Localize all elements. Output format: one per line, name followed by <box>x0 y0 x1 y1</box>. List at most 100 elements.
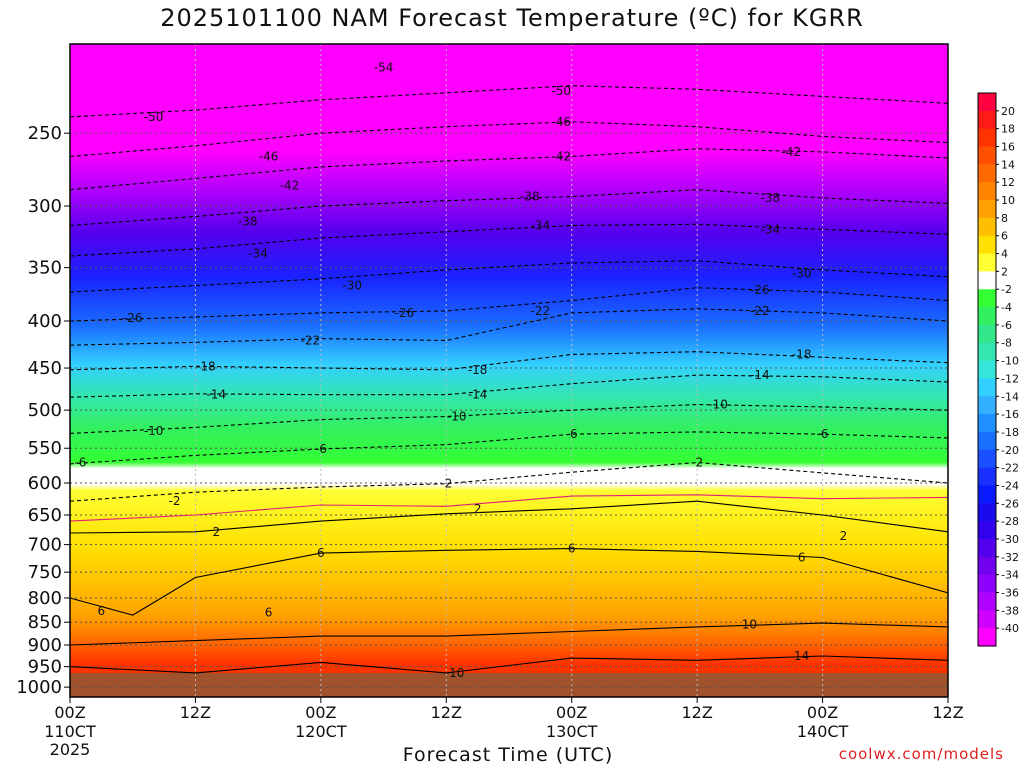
colorbar-swatch <box>978 182 996 201</box>
colorbar-label: 10 <box>1001 194 1015 207</box>
colorbar-swatch <box>978 449 996 469</box>
isotherm-line <box>69 655 949 674</box>
contour-label: -22 <box>750 304 770 318</box>
contour-label: 6 <box>798 551 806 565</box>
contour-label: -26 <box>750 283 770 297</box>
y-tick-label: 250 <box>28 123 62 144</box>
y-tick-label: 900 <box>28 635 62 656</box>
contour-label: 6 <box>317 546 325 560</box>
y-tick-label: 600 <box>28 473 62 494</box>
colorbar-swatch <box>978 110 996 130</box>
colorbar-label: 6 <box>1001 230 1008 243</box>
y-tick-label: 700 <box>28 535 62 556</box>
contour-label: -18 <box>792 348 812 362</box>
contour-label: -6 <box>566 427 578 441</box>
contour-label: -38 <box>520 190 540 204</box>
colorbar-label: 18 <box>1001 123 1015 136</box>
colorbar-swatch <box>978 235 996 255</box>
contour-label: -50 <box>551 84 571 98</box>
contour-label: -30 <box>342 278 362 292</box>
colorbar-label: -22 <box>1001 462 1019 475</box>
colorbar-label: 4 <box>1001 248 1008 261</box>
colorbar-label: 14 <box>1001 158 1015 171</box>
contour-label: 2 <box>213 525 221 539</box>
contour-label: -30 <box>792 266 812 280</box>
colorbar-swatch <box>978 128 996 148</box>
colorbar-label: -18 <box>1001 426 1019 439</box>
x-tick-label: 12Z <box>180 703 211 722</box>
contour-label: -42 <box>280 179 300 193</box>
colorbar-swatch <box>978 574 996 594</box>
colorbar-swatch <box>978 342 996 362</box>
colorbar-label: -2 <box>1001 283 1012 296</box>
contour-label: -42 <box>551 149 571 163</box>
contour-label: -10 <box>447 409 467 423</box>
y-tick-label: 550 <box>28 438 62 459</box>
y-tick-label: 400 <box>28 311 62 332</box>
x-tick-label: 12Z <box>431 703 462 722</box>
x-tick-date: 120CT <box>295 722 347 741</box>
colorbar-label: -40 <box>1001 622 1019 635</box>
colorbar-label: -14 <box>1001 390 1019 403</box>
contour-label: -14 <box>207 388 227 402</box>
contour-label: -10 <box>708 398 728 412</box>
colorbar-label: 2 <box>1001 265 1008 278</box>
contour-label: -6 <box>817 427 829 441</box>
colorbar-label: -8 <box>1001 337 1012 350</box>
colorbar-swatch <box>978 360 996 380</box>
contour-label: -22 <box>301 333 321 347</box>
colorbar-label: -36 <box>1001 586 1019 599</box>
y-tick-label: 650 <box>28 505 62 526</box>
colorbar-swatch <box>978 628 996 647</box>
contour-label: -2 <box>440 477 452 491</box>
contour-label: 10 <box>742 618 757 632</box>
contour-label: -34 <box>531 219 551 233</box>
y-axis-ticks: 2503003504004505005506006507007508008509… <box>16 123 70 698</box>
colorbar-swatch <box>978 556 996 576</box>
contour-label: -14 <box>468 388 488 402</box>
contour-label: 14 <box>794 649 809 663</box>
colorbar-label: 8 <box>1001 212 1008 225</box>
colorbar-swatch <box>978 503 996 522</box>
isotherm-line <box>69 500 949 534</box>
plot-area: -54 -50 -50 -46 -46 -42 -42 -42 -38 -38 -38 -34 -34 -… <box>69 43 949 698</box>
colorbar: 20 18 16 14 12 10 8 6 4 2 -2 -4 -6 -8 -10 -12 -14 -16 -18 -… <box>977 92 1019 647</box>
colorbar-swatch <box>978 396 996 415</box>
y-tick-label: 800 <box>28 588 62 609</box>
contour-label: -38 <box>238 215 258 229</box>
colorbar-label: -6 <box>1001 319 1012 332</box>
x-tick-year: 2025 <box>50 740 91 759</box>
colorbar-label: 12 <box>1001 176 1015 189</box>
colorbar-label: -24 <box>1001 479 1019 492</box>
colorbar-swatch <box>978 538 996 558</box>
colorbar-swatch <box>978 378 996 397</box>
colorbar-swatch <box>978 485 996 504</box>
colorbar-label: -34 <box>1001 569 1019 582</box>
contour-label: -2 <box>169 494 181 508</box>
x-tick-label: 00Z <box>807 703 838 722</box>
colorbar-swatch <box>978 414 996 433</box>
contour-label: 6 <box>568 542 576 556</box>
colorbar-label: -4 <box>1001 301 1012 314</box>
colorbar-swatch <box>978 592 996 611</box>
contour-label: -38 <box>761 191 781 205</box>
colorbar-swatch <box>978 467 996 487</box>
colorbar-swatch <box>978 253 996 272</box>
site-credit: coolwx.com/models <box>838 745 1004 763</box>
contour-labels: -54 -50 -50 -46 -46 -42 -42 -42 -38 -38 -38 -34 -34 -… <box>74 60 847 680</box>
contour-label: -54 <box>374 60 394 74</box>
y-tick-label: 350 <box>28 258 62 279</box>
temperature-field <box>70 44 948 673</box>
colorbar-label: -26 <box>1001 497 1019 510</box>
chart-title: 2025101100 NAM Forecast Temperature (ºC)… <box>160 4 864 32</box>
contour-label: -50 <box>144 110 164 124</box>
colorbar-swatch <box>978 164 996 183</box>
colorbar-label: -38 <box>1001 604 1019 617</box>
colorbar-swatch <box>978 271 996 290</box>
isotherm-line <box>69 548 949 616</box>
y-tick-label: 450 <box>28 358 62 379</box>
colorbar-swatch <box>978 521 996 540</box>
contour-label: 6 <box>265 606 273 620</box>
